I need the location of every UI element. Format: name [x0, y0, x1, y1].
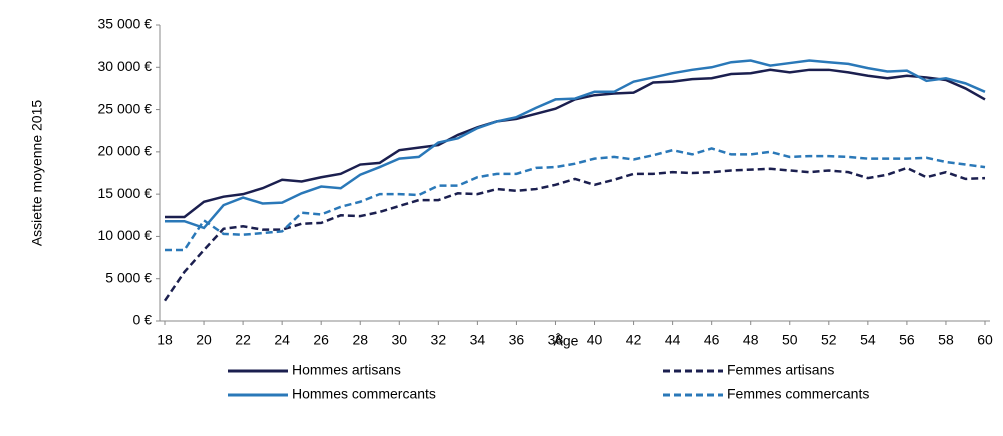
- x-tick-label: 40: [587, 332, 603, 348]
- series-line: [165, 59, 986, 230]
- series-line: [165, 147, 986, 252]
- x-tick-label: 24: [274, 332, 290, 348]
- x-tick-label: 18: [157, 332, 173, 348]
- x-tick-label: 44: [665, 332, 681, 348]
- y-tick-label: 5 000 €: [105, 269, 152, 285]
- x-tick-label: 50: [782, 332, 798, 348]
- legend-label: Femmes artisans: [727, 362, 834, 378]
- series-line: [163, 166, 986, 302]
- y-tick-label: 25 000 €: [98, 100, 153, 116]
- legend-label: Hommes artisans: [292, 362, 401, 378]
- x-tick-label: 60: [977, 332, 993, 348]
- x-tick-label: 30: [391, 332, 407, 348]
- legend-label: Hommes commercants: [292, 386, 436, 402]
- x-tick-label: 38: [548, 332, 564, 348]
- x-tick-label: 48: [743, 332, 759, 348]
- x-tick-label: 20: [196, 332, 212, 348]
- legend-label: Femmes commercants: [727, 386, 869, 402]
- y-axis-label: Assiette moyenne 2015: [29, 100, 45, 247]
- y-tick-label: 0 €: [133, 312, 153, 328]
- x-axis-label: Âge: [554, 333, 579, 349]
- x-tick-label: 52: [821, 332, 837, 348]
- x-tick-label: 56: [899, 332, 915, 348]
- x-tick-label: 22: [235, 332, 251, 348]
- x-tick-label: 46: [704, 332, 720, 348]
- y-tick-label: 15 000 €: [98, 185, 153, 201]
- y-tick-label: 35 000 €: [98, 16, 153, 32]
- x-tick-label: 32: [431, 332, 447, 348]
- x-tick-label: 36: [509, 332, 525, 348]
- x-tick-label: 42: [626, 332, 642, 348]
- x-tick-label: 26: [313, 332, 329, 348]
- x-tick-label: 34: [470, 332, 486, 348]
- y-tick-label: 20 000 €: [98, 143, 153, 159]
- x-tick-label: 58: [938, 332, 954, 348]
- y-tick-label: 10 000 €: [98, 227, 153, 243]
- series-line: [165, 68, 986, 219]
- x-tick-label: 54: [860, 332, 876, 348]
- y-tick-label: 30 000 €: [98, 58, 153, 74]
- x-tick-label: 28: [352, 332, 368, 348]
